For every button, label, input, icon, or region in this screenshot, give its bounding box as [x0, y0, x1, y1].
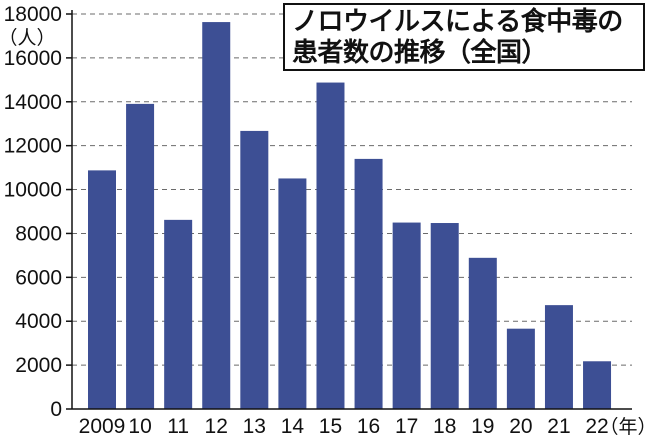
x-axis-unit-label: （年） [599, 416, 650, 438]
x-tick-label-21: 21 [547, 415, 570, 438]
x-tick-label-13: 13 [243, 415, 266, 438]
y-tick-label-0: 0 [50, 398, 62, 421]
bar-16 [354, 158, 383, 409]
bar-13 [240, 130, 269, 410]
x-tick-label-18: 18 [433, 415, 456, 438]
x-tick-label-17: 17 [395, 415, 418, 438]
bar-18 [430, 223, 459, 409]
x-tick-label-20: 20 [509, 415, 532, 438]
bar-2009 [88, 170, 116, 409]
x-tick-label-11: 11 [167, 415, 189, 438]
y-tick-label-12000: 12000 [4, 135, 62, 158]
y-tick-label-18000: 18000 [4, 3, 62, 26]
chart-title-line-2: 患者数の推移（全国） [292, 38, 548, 68]
y-tick-label-6000: 6000 [15, 266, 62, 289]
bar-20 [506, 328, 535, 409]
chart-title-box: ノロウイルスによる食中毒の 患者数の推移（全国） [283, 3, 645, 71]
y-axis-unit-label: （人） [0, 27, 56, 49]
bar-22 [583, 361, 612, 409]
x-tick-label-22: 22 [585, 415, 608, 438]
x-tick-label-16: 16 [357, 415, 380, 438]
bar-21 [544, 305, 573, 409]
x-tick-label-2009: 2009 [79, 415, 126, 438]
y-tick-label-8000: 8000 [15, 222, 62, 245]
axes [66, 10, 632, 410]
bar-12 [202, 22, 231, 409]
bar-17 [392, 222, 421, 409]
y-tick-label-14000: 14000 [4, 91, 62, 114]
y-tick-label-10000: 10000 [4, 179, 62, 202]
y-tick-label-16000: 16000 [4, 47, 62, 70]
x-tick-label-15: 15 [319, 415, 342, 438]
bar-14 [278, 178, 307, 409]
x-tick-label-14: 14 [281, 415, 305, 438]
chart-title-line-1: ノロウイルスによる食中毒の [292, 7, 623, 37]
y-tick-label-2000: 2000 [15, 354, 62, 377]
x-tick-label-10: 10 [128, 415, 151, 438]
x-tick-label-19: 19 [471, 415, 494, 438]
bar-19 [468, 257, 497, 409]
y-tick-label-4000: 4000 [15, 310, 62, 333]
bar-15 [316, 82, 345, 409]
tick-labels: 0 2000 4000 6000 8000 10000 12000 14000 16000 180… [0, 3, 650, 438]
x-tick-label-12: 12 [205, 415, 228, 438]
bars [88, 22, 612, 410]
bar-11 [164, 219, 193, 409]
bar-10 [126, 103, 155, 409]
